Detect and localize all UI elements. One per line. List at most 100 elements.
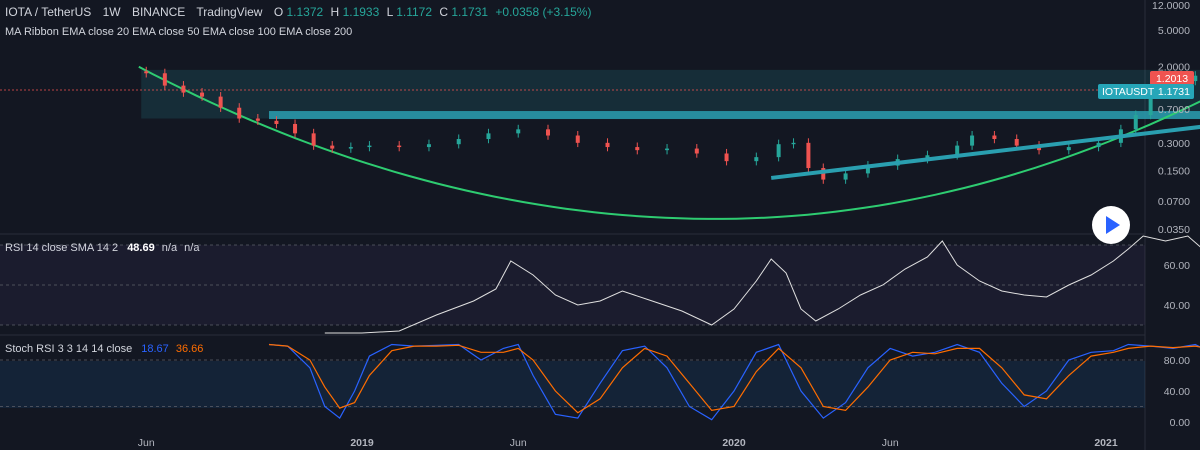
rsi-line: [324, 235, 1200, 334]
candle-body: [1066, 147, 1071, 151]
time-tick-label: Jun: [510, 437, 527, 449]
candle-body: [992, 135, 997, 140]
candle-body: [311, 133, 316, 146]
close-value: 1.1731: [451, 5, 488, 19]
candle-body: [724, 153, 729, 162]
stoch-k-value: 18.67: [141, 343, 169, 355]
candle-body: [925, 155, 930, 160]
candle-body: [635, 147, 640, 151]
symbol-title: IOTA / TetherUS: [5, 5, 91, 19]
candle-body: [330, 145, 335, 149]
time-tick-label: Jun: [882, 437, 899, 449]
close-label: C: [439, 5, 448, 19]
source-label: TradingView: [196, 5, 262, 19]
rsi-legend-na: n/a: [184, 242, 200, 254]
candle-body: [348, 147, 353, 149]
ticker-value: 1.1731: [1158, 86, 1190, 98]
candle-body: [162, 73, 167, 86]
stoch-d-value: 36.66: [176, 343, 204, 355]
price-tick-label: 0.0700: [1158, 196, 1190, 208]
rsi-legend-value: 48.69: [127, 242, 155, 254]
candle-body: [821, 168, 826, 180]
price-tick-label: 5.0000: [1158, 25, 1190, 37]
high-value: 1.1933: [343, 5, 380, 19]
candle-body: [605, 142, 610, 148]
price-tick-label: 0.7000: [1158, 104, 1190, 116]
candle-body: [367, 145, 372, 148]
candle-body: [791, 142, 796, 145]
rsi-tick-label: 60.00: [1164, 260, 1190, 272]
candle-body: [486, 133, 491, 140]
candle-body: [754, 157, 759, 162]
horizontal-zone: [269, 111, 1200, 120]
candle-body: [255, 118, 260, 121]
candle-body: [456, 139, 461, 145]
price-tick-label: 0.1500: [1158, 166, 1190, 178]
rounded-bottom-curve: [138, 65, 1200, 220]
candle-body: [1133, 115, 1138, 130]
interval-label[interactable]: 1W: [103, 5, 122, 19]
change-value: +0.0358 (+3.15%): [495, 5, 591, 19]
exchange-label: BINANCE: [132, 5, 185, 19]
svg-text:Stoch RSI 3 3 14 14 close: Stoch RSI 3 3 14 14 close 18.67 36.66: [5, 343, 203, 355]
candle-body: [1096, 142, 1101, 148]
candle-body: [546, 129, 550, 136]
low-value: 1.1172: [396, 5, 432, 19]
rsi-legend-na: n/a: [162, 242, 178, 254]
ticker-name: IOTAUSDT: [1102, 86, 1155, 98]
candle-body: [955, 145, 960, 156]
candle-body: [1014, 139, 1019, 146]
candle-body: [397, 145, 402, 148]
candle-body: [218, 96, 223, 108]
stoch-tick-label: 80.00: [1164, 355, 1190, 367]
time-tick-label: 2019: [350, 437, 374, 449]
stoch-legend-name[interactable]: Stoch RSI 3 3 14 14 close: [5, 343, 132, 355]
stoch-d-line: [268, 343, 1200, 414]
open-value: 1.1372: [287, 5, 324, 19]
candle-body: [144, 71, 149, 74]
time-tick-label: Jun: [138, 437, 155, 449]
time-tick-label: 2020: [722, 437, 746, 449]
stoch-band: [0, 361, 1145, 408]
price-tick-label: 12.0000: [1152, 0, 1190, 12]
open-label: O: [274, 5, 283, 19]
candle-body: [865, 165, 870, 174]
high-label: H: [331, 5, 340, 19]
ticker-price-label: IOTAUSDT 1.1731: [1098, 84, 1194, 99]
candle-body: [426, 144, 431, 148]
candle-body: [575, 135, 580, 143]
candle-body: [776, 144, 781, 158]
candle-body: [694, 148, 699, 154]
candle-body: [1148, 87, 1153, 116]
price-tick-label: 2.0000: [1158, 62, 1190, 74]
candle-body: [181, 85, 186, 93]
candle-body: [1193, 75, 1198, 82]
svg-text:IOTA / TetherUS 1W BIN: IOTA / TetherUS 1W BINANCE TradingView O…: [5, 5, 591, 19]
svg-text:RSI 14 close SMA 14 2 48.6: RSI 14 close SMA 14 2 48.69 n/a n/a: [5, 242, 200, 254]
play-icon: [1106, 216, 1120, 234]
stoch-tick-label: 0.00: [1170, 417, 1191, 429]
candle-body: [516, 129, 521, 134]
candle-body: [970, 135, 975, 146]
time-tick-label: 2021: [1094, 437, 1118, 449]
play-button[interactable]: [1092, 206, 1130, 244]
svg-text:1.2013: 1.2013: [1156, 73, 1188, 85]
range-box: [141, 69, 1200, 119]
candle-body: [200, 92, 205, 97]
rising-trendline: [770, 124, 1200, 180]
stoch-k-line: [268, 343, 1200, 421]
candle-body: [293, 123, 298, 134]
indicator-legend[interactable]: MA Ribbon EMA close 20 EMA close 50 EMA …: [5, 26, 352, 38]
candle-body: [665, 148, 670, 151]
rsi-legend-name[interactable]: RSI 14 close SMA 14 2: [5, 242, 118, 254]
marker-price-label: 1.2013: [1150, 71, 1194, 85]
candle-body: [806, 142, 811, 169]
rsi-tick-label: 40.00: [1164, 300, 1190, 312]
candle-body: [843, 173, 848, 180]
stoch-tick-label: 40.00: [1164, 386, 1190, 398]
candle-body: [237, 107, 242, 119]
price-tick-label: 0.0350: [1158, 224, 1190, 236]
price-tick-label: 0.3000: [1158, 138, 1190, 150]
candle-body: [274, 120, 279, 124]
